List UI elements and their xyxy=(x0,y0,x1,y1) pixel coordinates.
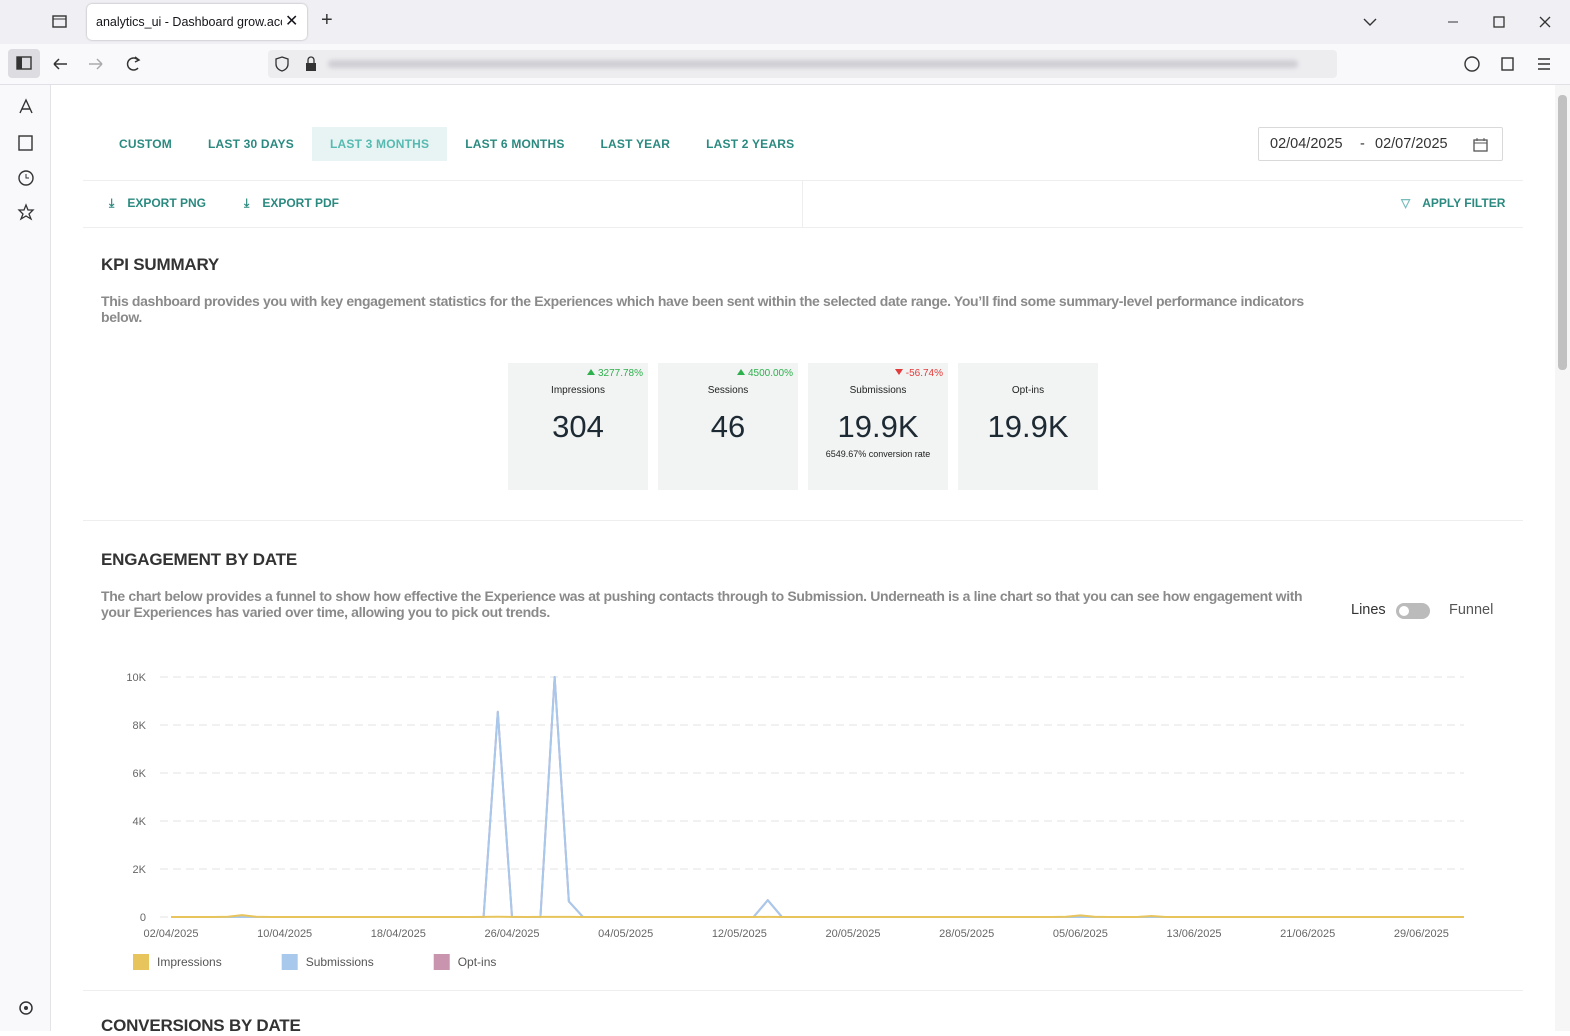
tab-strip: analytics_ui - Dashboard grow.acco✕ + xyxy=(0,0,1570,44)
kpi-value: 19.9K xyxy=(808,409,948,445)
kpi-change-value: -56.74% xyxy=(906,368,943,379)
kpi-label: Sessions xyxy=(658,385,798,396)
y-tick-label: 0 xyxy=(140,912,146,924)
filter-button[interactable]: LAST 6 MONTHS xyxy=(447,127,582,161)
export-pdf[interactable]: ⤓EXPORT PDF xyxy=(244,196,339,211)
kpi-title: KPI SUMMARY xyxy=(101,255,219,275)
x-tick-label: 04/05/2025 xyxy=(598,928,653,940)
sidebar xyxy=(0,85,51,1031)
scroll-thumb[interactable] xyxy=(1558,95,1567,370)
toggle-funnel: Funnel xyxy=(1449,602,1493,618)
apply-filter-label: APPLY FILTER xyxy=(1422,196,1505,210)
kpi-value: 46 xyxy=(658,409,798,445)
kpi-label: Impressions xyxy=(508,385,648,396)
window-controls[interactable] xyxy=(1440,10,1560,34)
conversions-title: CONVERSIONS BY DATE xyxy=(101,1016,301,1036)
kpi-card: -56.74% Submissions 19.9K 6549.67% conversi… xyxy=(808,363,948,490)
legend-label: Impressions xyxy=(157,955,222,969)
filter-button[interactable]: LAST 3 MONTHS xyxy=(312,127,447,161)
kpi-change-value: 3277.78% xyxy=(598,368,643,379)
tab-title: analytics_ui - Dashboard grow.acco xyxy=(87,4,282,40)
engagement-description: The chart below provides a funnel to sho… xyxy=(101,588,1326,620)
x-tick-label: 26/04/2025 xyxy=(484,928,539,940)
x-tick-label: 21/06/2025 xyxy=(1280,928,1335,940)
divider xyxy=(802,181,803,227)
export-png[interactable]: ⤓EXPORT PNG xyxy=(109,196,206,211)
kpi-card: 4500.00% Sessions 46 xyxy=(658,363,798,490)
tab[interactable]: analytics_ui - Dashboard grow.acco✕ xyxy=(87,4,307,40)
legend-label: Submissions xyxy=(306,955,374,969)
series-line xyxy=(171,915,1464,917)
sidebar-icons[interactable] xyxy=(0,85,50,1031)
filter-button[interactable]: LAST 30 DAYS xyxy=(190,127,312,161)
x-tick-label: 13/06/2025 xyxy=(1167,928,1222,940)
apply-filter[interactable]: ▽APPLY FILTER xyxy=(1401,196,1505,210)
x-tick-label: 02/04/2025 xyxy=(143,928,198,940)
legend-swatch xyxy=(133,954,149,970)
kpi-change-value: 4500.00% xyxy=(748,368,793,379)
divider xyxy=(83,990,1523,991)
y-tick-label: 2K xyxy=(133,864,147,876)
filter-button[interactable]: LAST 2 YEARS xyxy=(688,127,812,161)
kpi-change-arrow xyxy=(895,369,903,375)
kpi-value: 304 xyxy=(508,409,648,445)
kpi-value: 19.9K xyxy=(958,409,1098,445)
legend-swatch xyxy=(282,954,298,970)
kpi-note: 6549.67% conversion rate xyxy=(808,449,948,459)
kpi-description: This dashboard provides you with key eng… xyxy=(101,293,1326,325)
date-range[interactable]: 02/04/2025 - 02/07/2025 xyxy=(1258,127,1503,161)
action-bar: ⤓EXPORT PNG ⤓EXPORT PDF ▽APPLY FILTER xyxy=(83,180,1523,228)
x-tick-label: 05/06/2025 xyxy=(1053,928,1108,940)
y-tick-label: 10K xyxy=(126,672,146,684)
date-start: 02/04/2025 xyxy=(1270,128,1343,160)
x-tick-label: 12/05/2025 xyxy=(712,928,767,940)
calendar-icon xyxy=(1473,137,1489,153)
kpi-card: Opt-ins 19.9K xyxy=(958,363,1098,490)
kpi-change-arrow xyxy=(587,369,595,375)
filter-button[interactable]: CUSTOM xyxy=(101,127,190,161)
new-tab[interactable]: + xyxy=(321,9,333,32)
x-tick-label: 10/04/2025 xyxy=(257,928,312,940)
toggle-switch[interactable] xyxy=(1396,603,1430,619)
toolbar-icons[interactable] xyxy=(1460,52,1560,76)
security-icons xyxy=(274,54,324,74)
address-bar[interactable] xyxy=(268,50,1337,78)
series-line xyxy=(171,677,1464,917)
filter-bar: CUSTOMLAST 30 DAYSLAST 3 MONTHSLAST 6 MO… xyxy=(101,127,812,161)
toggle-lines: Lines xyxy=(1351,602,1386,618)
x-tick-label: 29/06/2025 xyxy=(1394,928,1449,940)
x-tick-label: 20/05/2025 xyxy=(825,928,880,940)
kpi-card: 3277.78% Impressions 304 xyxy=(508,363,648,490)
series-line xyxy=(171,677,1464,917)
date-end: 02/07/2025 xyxy=(1375,128,1448,160)
tab-menu[interactable] xyxy=(1360,12,1380,32)
kpi-change: -56.74% xyxy=(895,368,943,379)
kpi-label: Submissions xyxy=(808,385,948,396)
kpi-cards: 3277.78% Impressions 304 4500.00% Sessions 46… xyxy=(508,363,1108,490)
kpi-change: 4500.00% xyxy=(737,368,793,379)
x-tick-label: 18/04/2025 xyxy=(371,928,426,940)
export-png-label: EXPORT PNG xyxy=(127,196,206,210)
engagement-title: ENGAGEMENT BY DATE xyxy=(101,550,297,570)
kpi-label: Opt-ins xyxy=(958,385,1098,396)
kpi-change: 3277.78% xyxy=(587,368,643,379)
divider xyxy=(83,520,1523,521)
scrollbar[interactable] xyxy=(1555,85,1570,1031)
tab-list-icon[interactable] xyxy=(50,12,70,32)
url-blurred xyxy=(328,60,1298,68)
y-tick-label: 4K xyxy=(133,816,147,828)
export-pdf-label: EXPORT PDF xyxy=(262,196,339,210)
date-separator: - xyxy=(1360,128,1365,160)
kpi-change-arrow xyxy=(737,369,745,375)
y-tick-label: 8K xyxy=(133,720,147,732)
nav-buttons[interactable] xyxy=(48,52,148,76)
x-tick-label: 28/05/2025 xyxy=(939,928,994,940)
y-tick-label: 6K xyxy=(133,768,147,780)
sidebar-toggle[interactable] xyxy=(8,49,40,78)
filter-button[interactable]: LAST YEAR xyxy=(583,127,689,161)
legend-swatch xyxy=(434,954,450,970)
legend-label: Opt-ins xyxy=(458,955,497,969)
tab-close[interactable]: ✕ xyxy=(285,4,298,40)
